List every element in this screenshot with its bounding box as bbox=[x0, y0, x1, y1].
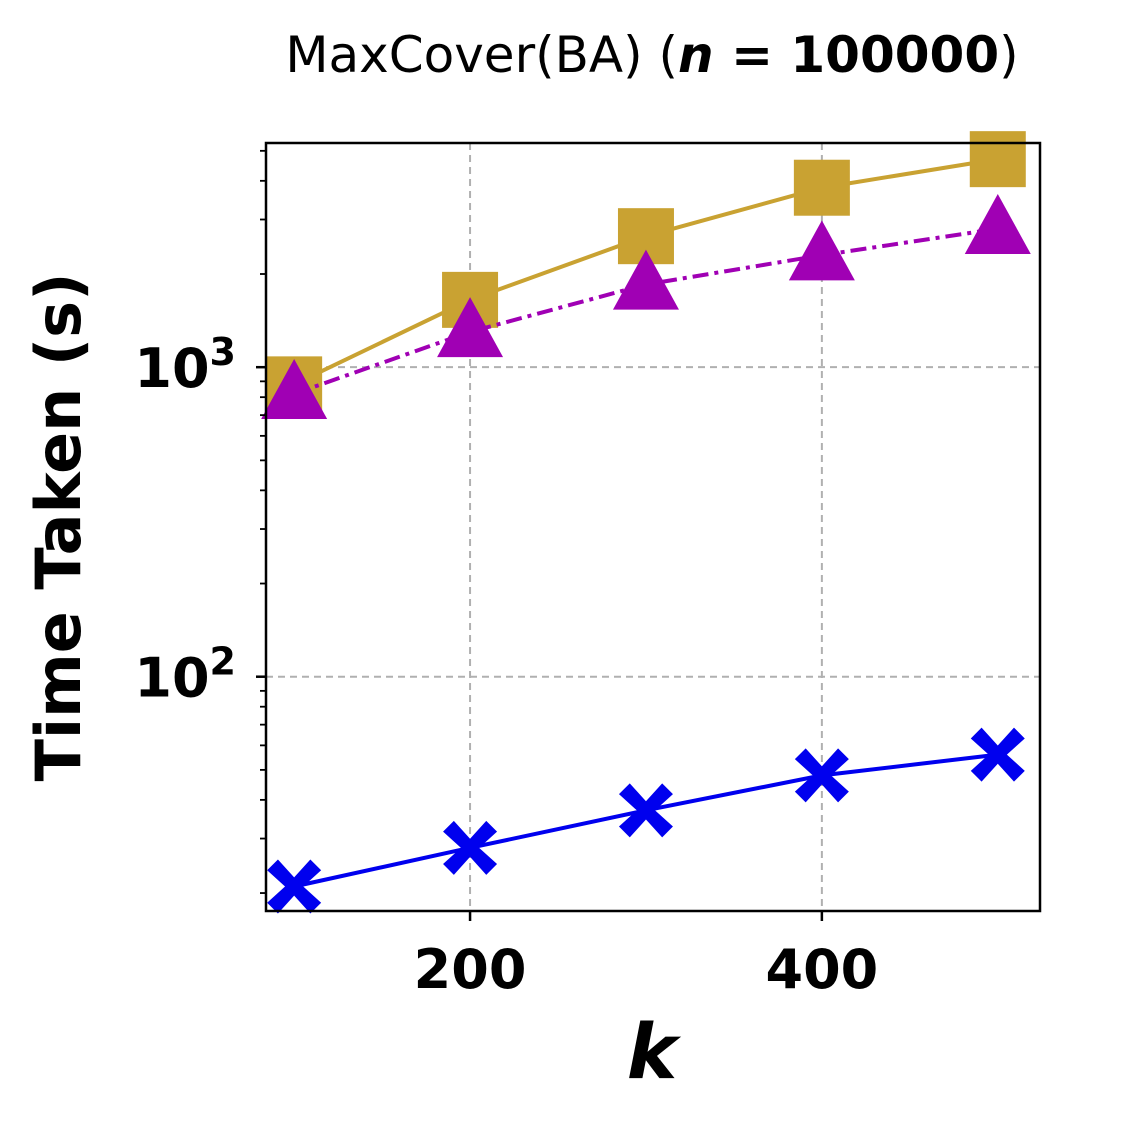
plot-frame bbox=[264, 141, 1042, 913]
chart-title: MaxCover(BA) (n = 100000) bbox=[285, 26, 1018, 84]
title-variable: n bbox=[678, 26, 714, 84]
data-point-triangle bbox=[612, 249, 679, 310]
series-square bbox=[266, 131, 1026, 413]
data-point-x bbox=[794, 748, 849, 803]
data-point-x bbox=[970, 727, 1025, 782]
x-tick-label: 400 bbox=[766, 938, 879, 1001]
series-x bbox=[267, 727, 1025, 914]
data-point-triangle bbox=[788, 220, 855, 281]
y-tick-exponent: 3 bbox=[210, 330, 236, 374]
y-tick-base: 10 bbox=[134, 647, 209, 710]
y-axis-label: Time Taken (s) bbox=[22, 273, 95, 782]
y-tick-exponent: 2 bbox=[210, 640, 236, 684]
data-point-square bbox=[969, 131, 1026, 188]
series-layer bbox=[261, 131, 1031, 914]
data-point-x bbox=[267, 859, 322, 914]
series-line bbox=[293, 752, 999, 889]
title-value: 100000 bbox=[790, 26, 999, 84]
series-triangle bbox=[261, 193, 1031, 420]
title-prefix: MaxCover(BA) ( bbox=[285, 26, 678, 84]
data-point-x bbox=[443, 820, 498, 875]
y-tick-label: 102 bbox=[134, 640, 236, 710]
title-suffix: ) bbox=[999, 26, 1019, 84]
x-axis-label: k bbox=[627, 1007, 682, 1096]
data-point-triangle bbox=[261, 359, 328, 420]
data-point-triangle bbox=[437, 297, 504, 358]
title-equals: = bbox=[714, 26, 791, 84]
data-point-square bbox=[793, 159, 850, 216]
data-point-triangle bbox=[964, 193, 1031, 254]
y-tick-base: 10 bbox=[134, 337, 209, 400]
y-tick-label: 103 bbox=[134, 330, 236, 400]
x-tick-label: 200 bbox=[414, 938, 527, 1001]
data-point-x bbox=[618, 783, 673, 838]
